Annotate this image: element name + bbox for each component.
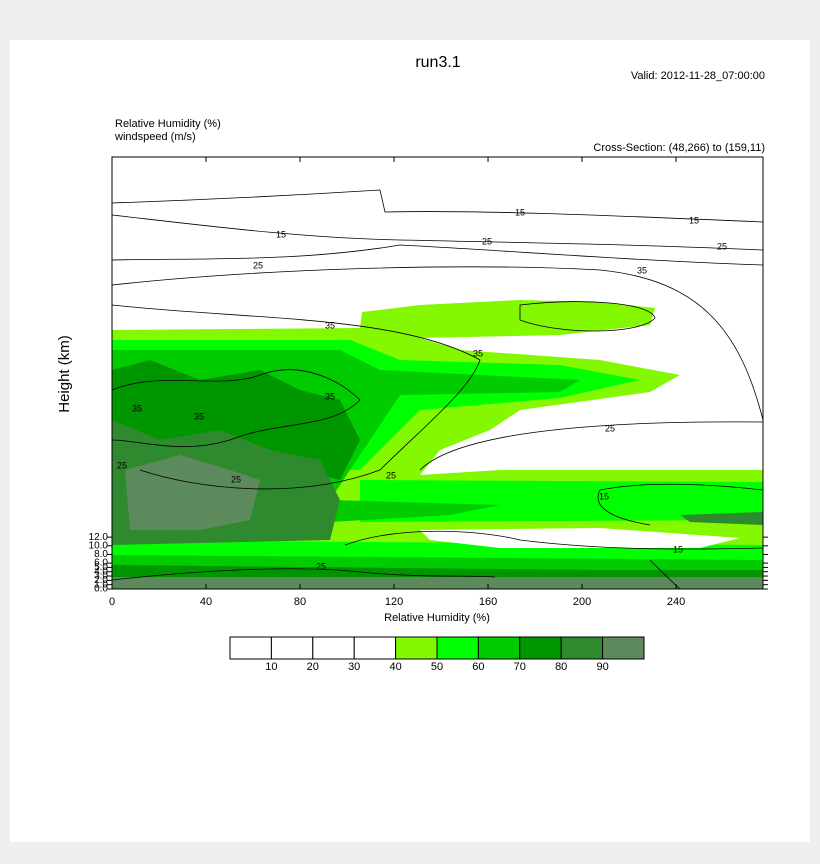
x-tick-label: 40 <box>200 596 212 608</box>
y-tick-label: 10.0 <box>89 540 109 551</box>
field-label: Relative Humidity (%) <box>115 118 221 130</box>
contour-fill <box>125 455 260 530</box>
field-label: windspeed (m/s) <box>114 131 196 143</box>
colorbar-tick-label: 60 <box>472 661 484 673</box>
contour-fill <box>330 500 500 522</box>
y-tick-label: 1.0 <box>94 579 108 590</box>
colorbar-box <box>229 636 272 660</box>
y-axis-label: Height (km) <box>56 335 73 413</box>
contour-label: 25 <box>717 241 727 251</box>
colorbar-tick-label: 90 <box>596 661 608 673</box>
contour-line <box>111 214 764 251</box>
contour-label: 15 <box>689 215 699 225</box>
contour-label: 35 <box>132 403 142 413</box>
contour-line <box>111 304 481 490</box>
colorbar-box <box>560 636 604 660</box>
contour-line <box>111 266 764 421</box>
y-tick-label: 2.0 <box>94 575 108 586</box>
x-tick-label: 80 <box>294 596 306 608</box>
valid-time: Valid: 2012-11-28_07:00:00 <box>631 70 765 82</box>
x-tick-label: 0 <box>109 596 115 608</box>
contour-line <box>111 189 764 223</box>
contour-label: 15 <box>673 544 683 554</box>
colorbar-tick-label: 10 <box>265 661 277 673</box>
cross-section: Cross-Section: (48,266) to (159,11) <box>593 142 765 154</box>
contour-label: 35 <box>194 411 204 421</box>
colorbar-box <box>270 636 314 660</box>
contour-line <box>597 483 764 526</box>
contour-line <box>111 369 361 448</box>
colorbar-box <box>436 636 479 660</box>
colorbar-box <box>519 636 562 660</box>
colorbar-box <box>312 636 355 660</box>
contour-label: 25 <box>316 561 326 571</box>
colorbar-tick-label: 70 <box>514 661 526 673</box>
contour-label: 15 <box>599 491 609 501</box>
x-tick-label: 120 <box>385 596 403 608</box>
y-tick-label: 12.0 <box>89 532 109 543</box>
x-tick-label: 160 <box>479 596 497 608</box>
x-tick-label: 200 <box>573 596 591 608</box>
contour-line <box>111 568 496 581</box>
contour-line <box>344 530 764 550</box>
y-tick-label: 3.0 <box>94 571 108 582</box>
contour-label: 25 <box>231 474 241 484</box>
contour-fill <box>680 512 763 525</box>
y-tick-label: 8.0 <box>94 549 108 560</box>
contour-lines <box>111 189 764 590</box>
y-tick-label: 4.0 <box>94 566 108 577</box>
contour-label: 35 <box>325 391 335 401</box>
colorbar-box <box>477 636 521 660</box>
contour-label: 25 <box>253 260 263 270</box>
y-tick-label: 0.0 <box>94 584 108 595</box>
contour-label: 15 <box>276 229 286 239</box>
colorbar-tick-label: 30 <box>348 661 360 673</box>
contour-fill <box>420 528 740 548</box>
colorbar-label: Relative Humidity (%) <box>384 612 490 624</box>
contour-fill <box>112 577 763 589</box>
contour-label: 35 <box>473 348 483 358</box>
contour-label: 25 <box>482 236 492 246</box>
plot-frame <box>111 156 764 590</box>
colorbar-tick-label: 50 <box>431 661 443 673</box>
contour-line <box>519 301 656 332</box>
contour-label: 35 <box>637 265 647 275</box>
colorbar-tick-label: 40 <box>389 661 401 673</box>
contour-label: 25 <box>605 423 615 433</box>
contour-line <box>111 244 764 266</box>
contour-label: 15 <box>515 207 525 217</box>
contour-label: 25 <box>386 470 396 480</box>
contour-label: 25 <box>117 460 127 470</box>
y-tick-label: 6.0 <box>94 558 108 569</box>
colorbar-tick-label: 80 <box>555 661 567 673</box>
colorbar-tick-label: 20 <box>307 661 319 673</box>
colorbar-box <box>353 636 397 660</box>
x-tick-label: 240 <box>667 596 685 608</box>
chart-title: run3.1 <box>415 54 460 71</box>
contour-line <box>419 421 764 471</box>
contour-line <box>649 559 681 590</box>
colorbar-box <box>602 636 645 660</box>
contour-label: 35 <box>325 320 335 330</box>
y-tick-label: 5.0 <box>94 562 108 573</box>
colorbar-box <box>395 636 438 660</box>
